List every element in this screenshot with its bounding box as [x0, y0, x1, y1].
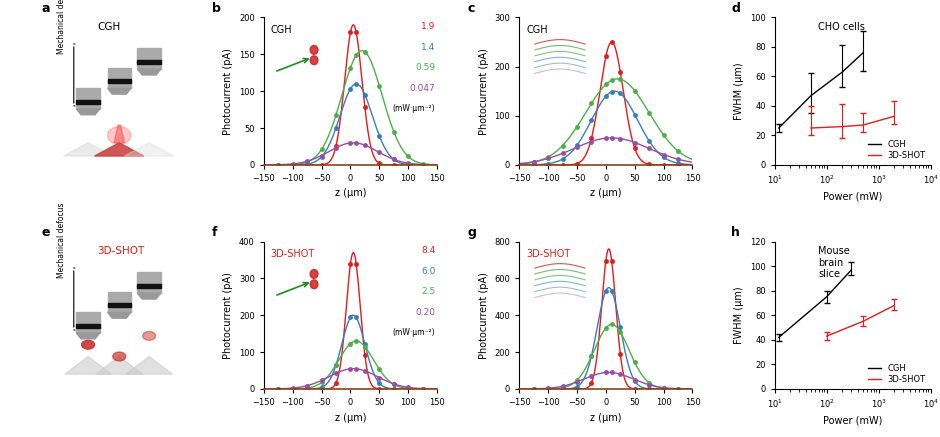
Text: 0.047: 0.047 — [410, 84, 435, 93]
Text: CHO cells: CHO cells — [819, 22, 865, 32]
Y-axis label: Photocurrent (pA): Photocurrent (pA) — [478, 48, 489, 135]
Text: f: f — [212, 225, 217, 239]
Polygon shape — [95, 143, 144, 156]
Text: 1.4: 1.4 — [421, 42, 435, 52]
Bar — [107, 291, 131, 312]
Polygon shape — [137, 293, 161, 299]
Text: 8.4: 8.4 — [421, 246, 435, 255]
Polygon shape — [107, 312, 131, 318]
Text: 3D-SHOT: 3D-SHOT — [97, 246, 145, 256]
Bar — [137, 273, 161, 293]
X-axis label: Power (mW): Power (mW) — [822, 192, 883, 202]
Legend: CGH, 3D-SHOT: CGH, 3D-SHOT — [868, 364, 927, 385]
X-axis label: z (μm): z (μm) — [335, 413, 367, 423]
Ellipse shape — [143, 331, 156, 340]
Polygon shape — [76, 333, 100, 339]
Ellipse shape — [310, 280, 318, 289]
Ellipse shape — [310, 56, 318, 65]
Bar — [107, 79, 131, 83]
Text: Mechanical defocus: Mechanical defocus — [57, 203, 66, 278]
Ellipse shape — [113, 352, 126, 361]
X-axis label: z (μm): z (μm) — [335, 188, 367, 198]
Text: 1.9: 1.9 — [421, 22, 435, 31]
Text: Mechanical defocus: Mechanical defocus — [57, 0, 66, 54]
Bar — [137, 49, 161, 69]
Polygon shape — [63, 143, 113, 156]
Text: 2.5: 2.5 — [421, 287, 435, 296]
Text: c: c — [467, 2, 475, 14]
Text: 6.0: 6.0 — [421, 267, 435, 276]
Y-axis label: Photocurrent (pA): Photocurrent (pA) — [224, 272, 233, 359]
Y-axis label: FWHM (μm): FWHM (μm) — [734, 62, 744, 120]
Polygon shape — [126, 357, 173, 374]
Polygon shape — [76, 109, 100, 115]
Text: d: d — [731, 2, 740, 14]
Bar — [76, 312, 100, 333]
Text: 3D-SHOT: 3D-SHOT — [271, 249, 315, 259]
Ellipse shape — [107, 127, 131, 144]
X-axis label: z (μm): z (μm) — [590, 413, 621, 423]
Ellipse shape — [82, 340, 95, 349]
Polygon shape — [137, 69, 161, 75]
Bar — [76, 100, 100, 104]
Polygon shape — [124, 143, 174, 156]
Polygon shape — [114, 125, 124, 143]
X-axis label: z (μm): z (μm) — [590, 188, 621, 198]
Y-axis label: Photocurrent (pA): Photocurrent (pA) — [478, 272, 489, 359]
Ellipse shape — [310, 270, 318, 278]
Text: 3D-SHOT: 3D-SHOT — [526, 249, 571, 259]
Polygon shape — [96, 357, 143, 374]
Text: b: b — [212, 2, 221, 14]
X-axis label: Power (mW): Power (mW) — [822, 416, 883, 426]
Polygon shape — [65, 357, 112, 374]
Text: CGH: CGH — [271, 25, 292, 35]
Y-axis label: FWHM (μm): FWHM (μm) — [734, 286, 744, 344]
Text: 0.20: 0.20 — [415, 308, 435, 317]
Bar — [137, 60, 161, 64]
Text: Mouse
brain
slice: Mouse brain slice — [819, 246, 850, 279]
Bar — [107, 303, 131, 307]
Polygon shape — [107, 88, 131, 94]
Text: a: a — [41, 2, 50, 14]
Text: CGH: CGH — [526, 25, 548, 35]
Text: e: e — [41, 225, 50, 239]
Text: h: h — [731, 225, 740, 239]
Bar — [76, 324, 100, 328]
Bar — [76, 88, 100, 109]
Text: CGH: CGH — [97, 22, 120, 32]
Legend: CGH, 3D-SHOT: CGH, 3D-SHOT — [868, 139, 927, 161]
Bar — [107, 68, 131, 88]
Bar — [137, 284, 161, 288]
Text: 0.59: 0.59 — [415, 63, 435, 72]
Ellipse shape — [310, 45, 318, 54]
Text: g: g — [467, 225, 477, 239]
Y-axis label: Photocurrent (pA): Photocurrent (pA) — [224, 48, 233, 135]
Text: (mW·μm⁻²): (mW·μm⁻²) — [393, 329, 435, 337]
Text: (mW·μm⁻²): (mW·μm⁻²) — [393, 104, 435, 114]
